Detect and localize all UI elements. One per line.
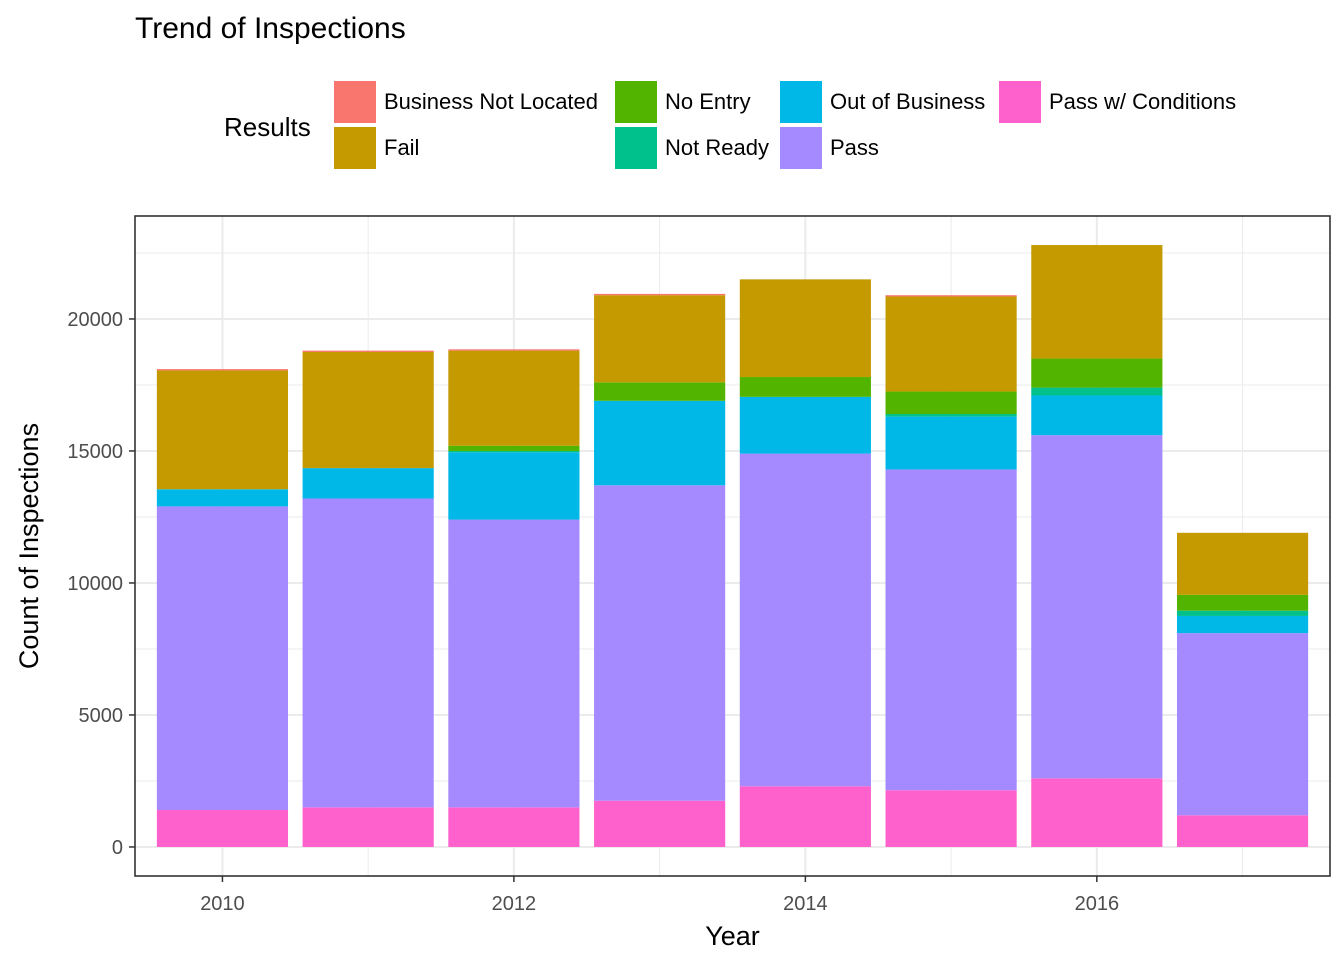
bar-segment-pass-2013 [594, 485, 726, 801]
y-tick-label: 15000 [67, 441, 123, 463]
bars [156, 245, 1309, 847]
legend-label: Business Not Located [384, 89, 599, 114]
bar-segment-fail-2013 [594, 295, 726, 383]
bar-segment-out-of-business-2011 [302, 468, 434, 499]
x-tick-label: 2010 [200, 893, 245, 915]
bar-segment-fail-2014 [739, 279, 871, 378]
bar-segment-not-ready-2017 [1176, 610, 1309, 616]
bar-segment-out-of-business-2016 [1031, 395, 1163, 436]
bar-segment-out-of-business-2015 [885, 416, 1017, 470]
bar-segment-out-of-business-2012 [448, 452, 580, 520]
axes: 2010 2012 2014 2016 0 5000 10000 15000 20000 [67, 309, 1119, 915]
bar-segment-out-of-business-2010 [156, 489, 289, 507]
bar-segment-business-not-located-2013 [594, 293, 726, 296]
bar-segment-pass-2014 [739, 453, 871, 787]
bar-segment-fail-2016 [1031, 245, 1163, 359]
legend-label: Fail [384, 135, 420, 160]
bar-segment-out-of-business-2014 [739, 396, 871, 454]
legend-key [999, 81, 1041, 123]
bar-segment-no-entry-2012 [448, 445, 580, 451]
bar-segment-fail-2011 [302, 351, 434, 469]
panel-border [134, 215, 1331, 877]
bar-segment-business-not-located-2015 [885, 295, 1017, 297]
bar-segment-pass-w-conditions-2016 [1031, 778, 1163, 847]
bar-segment-fail-2017 [1176, 532, 1309, 595]
bar-segment-pass-2015 [885, 469, 1017, 791]
bar-segment-pass-w-conditions-2014 [739, 786, 871, 847]
x-tick-label: 2014 [783, 893, 828, 915]
y-tick-label: 5000 [79, 705, 124, 727]
bar-segment-pass-2011 [302, 498, 434, 808]
legend-item-pass-w-conditions: Pass w/ Conditions [999, 81, 1236, 123]
bar-segment-out-of-business-2013 [594, 400, 726, 486]
legend-label: Pass [830, 135, 879, 160]
bar-segment-fail-2010 [156, 370, 289, 490]
legend-item-out-of-business: Out of Business [780, 81, 985, 123]
legend-key [780, 81, 822, 123]
bar-segment-pass-w-conditions-2010 [156, 810, 289, 847]
legend-label: Not Ready [665, 135, 769, 160]
bar-segment-pass-w-conditions-2011 [302, 807, 434, 847]
legend-key [615, 81, 657, 123]
bar-segment-pass-2016 [1031, 435, 1163, 779]
y-tick-label: 10000 [67, 573, 123, 595]
bar-segment-business-not-located-2010 [156, 369, 289, 371]
bar-segment-pass-2010 [156, 506, 289, 810]
x-tick-label: 2016 [1075, 893, 1120, 915]
legend-key [780, 127, 822, 169]
legend-key [615, 127, 657, 169]
bar-segment-business-not-located-2012 [448, 349, 580, 351]
bar-segment-business-not-located-2011 [302, 350, 434, 352]
bar-segment-no-entry-2013 [594, 382, 726, 401]
legend-item-fail: Fail [334, 127, 419, 169]
bar-segment-not-ready-2012 [448, 450, 580, 453]
legend-label: No Entry [665, 89, 751, 114]
bar-segment-pass-w-conditions-2012 [448, 807, 580, 847]
bar-segment-pass-w-conditions-2015 [885, 790, 1017, 847]
bar-segment-no-entry-2017 [1176, 594, 1309, 611]
x-tick-label: 2012 [492, 893, 537, 915]
legend-item-no-entry: No Entry [615, 81, 751, 123]
x-axis-title: Year [705, 921, 760, 951]
chart-title: Trend of Inspections [135, 12, 406, 45]
legend-item-not-ready: Not Ready [615, 127, 769, 169]
bar-segment-pass-2012 [448, 519, 580, 808]
bar-segment-no-entry-2016 [1031, 358, 1163, 388]
y-tick-label: 20000 [67, 309, 123, 331]
y-tick-label: 0 [112, 837, 123, 859]
bar-segment-fail-2015 [885, 296, 1017, 392]
bar-segment-no-entry-2014 [739, 377, 871, 397]
y-axis-title: Count of Inspections [14, 423, 44, 669]
legend-title: Results [224, 112, 311, 142]
legend-key [334, 127, 376, 169]
bar-segment-not-ready-2015 [885, 414, 1017, 417]
legend-label: Pass w/ Conditions [1049, 89, 1237, 114]
legend-label: Out of Business [830, 89, 986, 114]
legend-item-pass: Pass [780, 127, 879, 169]
bar-segment-no-entry-2015 [885, 391, 1017, 414]
legend-key [334, 81, 376, 123]
bar-segment-pass-w-conditions-2017 [1176, 815, 1309, 847]
legend-item-business-not-located: Business Not Located [334, 81, 598, 123]
bar-segment-out-of-business-2017 [1176, 615, 1309, 634]
bar-segment-pass-2017 [1176, 633, 1309, 816]
bar-segment-fail-2012 [448, 350, 580, 446]
bar-segment-not-ready-2016 [1031, 387, 1163, 396]
bar-segment-pass-w-conditions-2013 [594, 800, 726, 847]
